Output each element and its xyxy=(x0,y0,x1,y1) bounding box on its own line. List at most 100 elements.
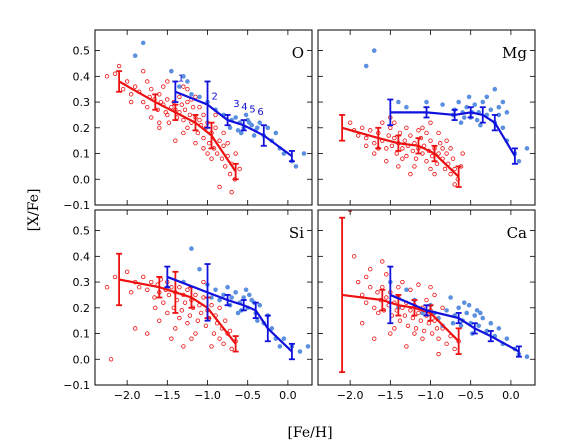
red-point xyxy=(434,326,440,331)
panel-si: −2.0 −1.5 −1.0 −0.5 0.0 −0.1 0.0 0.1 0.2 0.3 0.4 0.… xyxy=(63,209,313,402)
red-point xyxy=(182,107,188,112)
red-trend-line xyxy=(341,293,460,343)
red-error-bar xyxy=(455,327,462,356)
blue-point xyxy=(444,308,449,313)
red-point xyxy=(141,68,146,74)
red-point xyxy=(169,105,174,110)
red-point xyxy=(185,99,190,105)
blue-error-bar xyxy=(511,147,518,165)
red-point xyxy=(347,120,353,125)
red-point xyxy=(392,120,397,125)
red-point xyxy=(145,331,150,336)
red-point xyxy=(400,156,405,161)
element-label: Ca xyxy=(507,224,527,242)
red-point xyxy=(209,303,214,308)
red-point xyxy=(452,346,457,352)
red-point xyxy=(420,336,425,341)
bin-label: 3 xyxy=(233,99,239,110)
blue-point xyxy=(233,115,238,120)
red-point xyxy=(384,146,389,151)
blue-error-bar xyxy=(455,312,462,325)
red-point xyxy=(173,138,178,143)
red-point xyxy=(104,74,110,79)
blue-error-bar xyxy=(240,299,247,312)
blue-point xyxy=(189,92,194,97)
red-point xyxy=(444,151,449,156)
red-point xyxy=(386,133,391,138)
blue-point xyxy=(404,287,409,293)
red-point xyxy=(424,130,429,136)
red-trend-line xyxy=(341,126,460,178)
red-point xyxy=(372,141,377,146)
blue-point xyxy=(496,104,502,110)
red-point xyxy=(405,323,411,329)
blue-point xyxy=(197,94,202,100)
red-point xyxy=(392,135,397,141)
red-error-bar xyxy=(116,252,123,307)
red-point xyxy=(165,79,170,84)
red-point xyxy=(372,305,377,310)
red-point xyxy=(413,326,419,331)
red-point xyxy=(149,115,154,120)
blue-trend-line xyxy=(389,293,520,353)
red-point xyxy=(436,351,441,357)
blue-point xyxy=(396,99,401,105)
blue-point xyxy=(293,164,299,169)
blue-point xyxy=(255,318,260,323)
red-point xyxy=(182,300,188,305)
red-point xyxy=(404,125,409,130)
red-point xyxy=(112,71,118,76)
red-point xyxy=(104,285,110,290)
red-point xyxy=(116,63,122,69)
bin-label: 1 xyxy=(178,73,184,84)
blue-point xyxy=(257,120,263,125)
red-error-bar xyxy=(455,165,462,188)
panel-o: 1 2 3 4 5 6 −0.1 0.0 0.1 0.2 0.3 0.4 0.5 O xyxy=(63,29,313,212)
red-point xyxy=(120,86,126,92)
y-tick-label: 0.2 xyxy=(73,302,91,315)
blue-point xyxy=(484,94,490,100)
red-point xyxy=(222,318,228,323)
blue-point xyxy=(488,107,494,113)
red-point xyxy=(165,112,170,118)
red-point xyxy=(193,292,198,298)
blue-error-bar xyxy=(487,330,494,343)
red-point xyxy=(132,326,138,331)
blue-point xyxy=(238,130,244,136)
red-point xyxy=(201,112,206,118)
red-point xyxy=(428,138,433,143)
blue-point xyxy=(504,110,510,115)
y-tick-label: 0.0 xyxy=(73,353,91,366)
red-point xyxy=(193,331,198,336)
blue-point xyxy=(209,295,214,300)
red-point xyxy=(124,269,130,274)
red-point xyxy=(440,305,445,310)
red-point xyxy=(145,105,150,110)
red-point xyxy=(428,285,433,290)
red-error-bar xyxy=(172,270,179,314)
y-tick-label: 0.4 xyxy=(73,250,91,263)
blue-point xyxy=(241,295,246,300)
blue-point xyxy=(461,115,467,120)
y-tick-label: 0.3 xyxy=(73,96,91,109)
red-point xyxy=(189,336,194,341)
red-error-bar xyxy=(375,126,382,150)
red-point xyxy=(364,300,369,305)
red-point xyxy=(380,120,385,125)
blue-error-bar xyxy=(264,314,271,343)
blue-point xyxy=(456,305,461,311)
red-point xyxy=(211,331,217,336)
red-point xyxy=(229,189,234,195)
red-point xyxy=(432,171,437,177)
red-point xyxy=(428,120,433,125)
red-point xyxy=(214,151,220,156)
blue-point xyxy=(404,104,409,110)
x-tick-label: 0.0 xyxy=(279,389,297,402)
red-point xyxy=(217,184,222,190)
red-point xyxy=(203,323,209,329)
red-error-bar xyxy=(156,276,163,299)
y-tick-label: 0.1 xyxy=(73,328,91,341)
red-point xyxy=(368,128,373,133)
red-point xyxy=(388,331,393,336)
red-point xyxy=(384,295,389,300)
